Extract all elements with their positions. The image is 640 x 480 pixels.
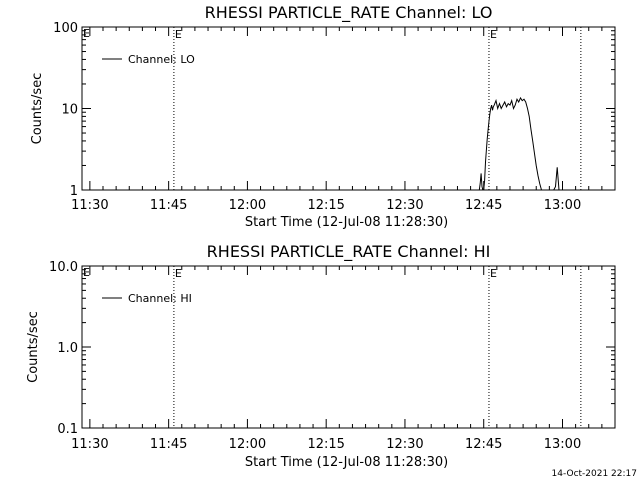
y-axis-label: Counts/sec bbox=[30, 73, 45, 145]
y-axis-label: Counts/sec bbox=[26, 311, 41, 383]
y-tick-label: 10.0 bbox=[49, 260, 78, 275]
event-marker-label: E bbox=[490, 28, 497, 41]
x-tick-label: 12:30 bbox=[386, 198, 423, 213]
x-tick-label: 12:00 bbox=[229, 198, 266, 213]
x-tick-label: 13:00 bbox=[544, 437, 581, 452]
x-axis-label: Start Time (12-Jul-08 11:28:30) bbox=[245, 455, 448, 470]
y-tick-label: 0.1 bbox=[57, 422, 78, 437]
plot-corner-label: E bbox=[83, 27, 90, 40]
x-tick-label: 11:30 bbox=[71, 437, 108, 452]
x-axis-label: Start Time (12-Jul-08 11:28:30) bbox=[245, 215, 448, 230]
event-marker-label: E bbox=[490, 267, 497, 280]
plot-frame bbox=[81, 26, 616, 191]
chart-title: RHESSI PARTICLE_RATE Channel: HI bbox=[207, 242, 491, 262]
x-tick-label: 11:45 bbox=[150, 437, 187, 452]
x-tick-label: 13:00 bbox=[544, 198, 581, 213]
legend-label: Channel: HI bbox=[128, 292, 192, 305]
y-tick-label: 100 bbox=[53, 21, 78, 36]
chart-panel-1: RHESSI PARTICLE_RATE Channel: LO 1 10 100 11… bbox=[30, 3, 616, 230]
chart-panel-2: RHESSI PARTICLE_RATE Channel: HI 0.1 1.0 10… bbox=[26, 242, 616, 470]
x-tick-label: 11:45 bbox=[150, 198, 187, 213]
footer-timestamp: 14-Oct-2021 22:17 bbox=[552, 469, 637, 479]
x-tick-label: 12:45 bbox=[465, 437, 502, 452]
legend-label: Channel: LO bbox=[128, 53, 195, 66]
x-tick-label: 12:45 bbox=[465, 198, 502, 213]
x-tick-label: 12:00 bbox=[229, 437, 266, 452]
x-tick-label: 12:15 bbox=[307, 437, 344, 452]
event-marker-label: E bbox=[175, 28, 182, 41]
x-tick-label: 12:15 bbox=[307, 198, 344, 213]
plot-corner-label: E bbox=[83, 266, 90, 279]
series-line bbox=[478, 96, 573, 191]
x-tick-label: 12:30 bbox=[386, 437, 423, 452]
chart-title: RHESSI PARTICLE_RATE Channel: LO bbox=[205, 3, 493, 23]
y-tick-label: 10 bbox=[61, 103, 78, 118]
y-tick-label: 1.0 bbox=[57, 341, 78, 356]
y-tick-label: 1 bbox=[70, 184, 78, 199]
x-tick-label: 11:30 bbox=[71, 198, 108, 213]
event-marker-label: E bbox=[175, 267, 182, 280]
plot-frame bbox=[81, 265, 616, 429]
